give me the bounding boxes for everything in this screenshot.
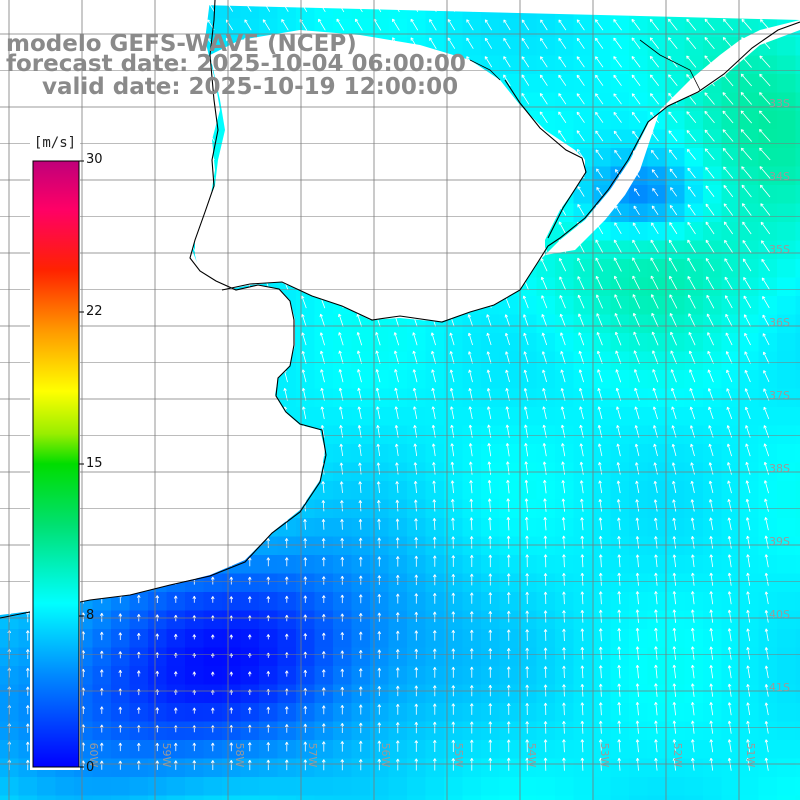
- lat-label: 41S: [769, 681, 790, 694]
- longitude-labels: 60W 59W 58W 57W 56W 55W 54W 53W 52W 51W: [87, 743, 757, 768]
- lon-label: 55W: [452, 743, 465, 768]
- land-mass-coast: [0, 0, 325, 615]
- colorbar-ramp: [32, 160, 80, 768]
- valid-date: valid date: 2025-10-19 12:00:00: [42, 74, 459, 100]
- colorbar-tick-8: 8: [86, 608, 95, 623]
- colorbar-tick-22: 22: [86, 304, 103, 319]
- coastline: [0, 0, 800, 619]
- lat-label: 38S: [769, 462, 790, 475]
- colorbar-unit-label: [m/s]: [30, 131, 80, 155]
- forecast-date: forecast date: 2025-10-04 06:00:00: [6, 51, 466, 77]
- lon-label: 57W: [306, 743, 319, 768]
- lat-label: 36S: [769, 316, 790, 329]
- lon-label: 60W: [87, 743, 100, 768]
- lon-label: 59W: [160, 743, 173, 768]
- model-title: modelo GEFS-WAVE (NCEP): [6, 31, 357, 57]
- lon-label: 54W: [525, 743, 538, 768]
- colorbar-tick-15: 15: [86, 456, 103, 471]
- lat-label: 37S: [769, 389, 790, 402]
- lon-label: 52W: [671, 743, 684, 768]
- colorbar-tick-marks: [79, 160, 84, 768]
- lat-label: 34S: [769, 170, 790, 183]
- lon-label: 58W: [233, 743, 246, 768]
- colorbar-tick-0: 0: [86, 760, 95, 775]
- lat-label: 40S: [769, 608, 790, 621]
- lat-label: 39S: [769, 535, 790, 548]
- lat-label: 35S: [769, 243, 790, 256]
- lon-label: 51W: [744, 743, 757, 768]
- land-mass: [0, 0, 800, 322]
- lon-label: 56W: [379, 743, 392, 768]
- lat-label: 33S: [769, 97, 790, 110]
- colorbar-tick-30: 30: [86, 152, 103, 167]
- country-border: [469, 39, 701, 91]
- lon-label: 53W: [598, 743, 611, 768]
- latitude-labels: 33S 34S 35S 36S 37S 38S 39S 40S 41S: [769, 97, 790, 694]
